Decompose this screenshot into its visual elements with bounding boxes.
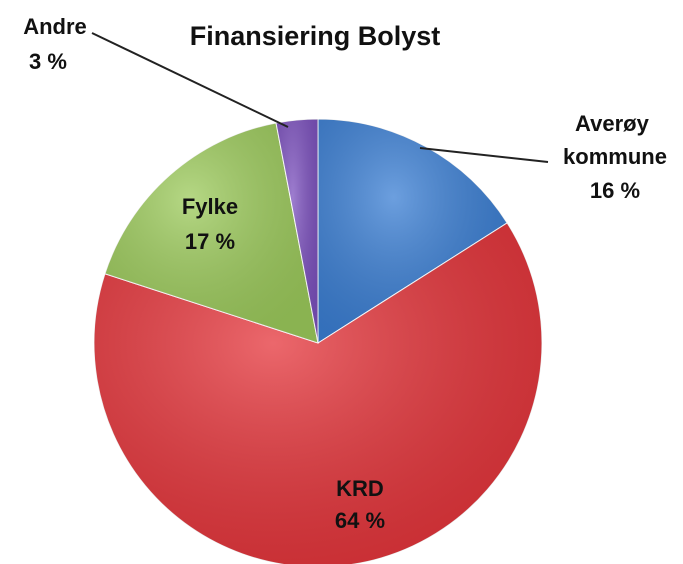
value-label: 64 % xyxy=(335,508,385,533)
chart-title: Finansiering Bolyst xyxy=(190,21,441,51)
slice-label: Fylke xyxy=(182,194,238,219)
slice-label: KRD xyxy=(336,476,384,501)
slice-label: Averøy kommune xyxy=(563,111,667,169)
slice-shade xyxy=(276,119,318,343)
slice-shade xyxy=(318,119,508,343)
value-label: 3 % xyxy=(29,49,67,74)
leader-line xyxy=(91,32,289,128)
leader-line xyxy=(419,147,549,163)
value-label: 16 % xyxy=(590,178,640,203)
slice-shade xyxy=(94,222,542,564)
slice-label: Andre xyxy=(23,14,87,39)
value-label: 17 % xyxy=(185,229,235,254)
slice-shade xyxy=(104,122,318,344)
